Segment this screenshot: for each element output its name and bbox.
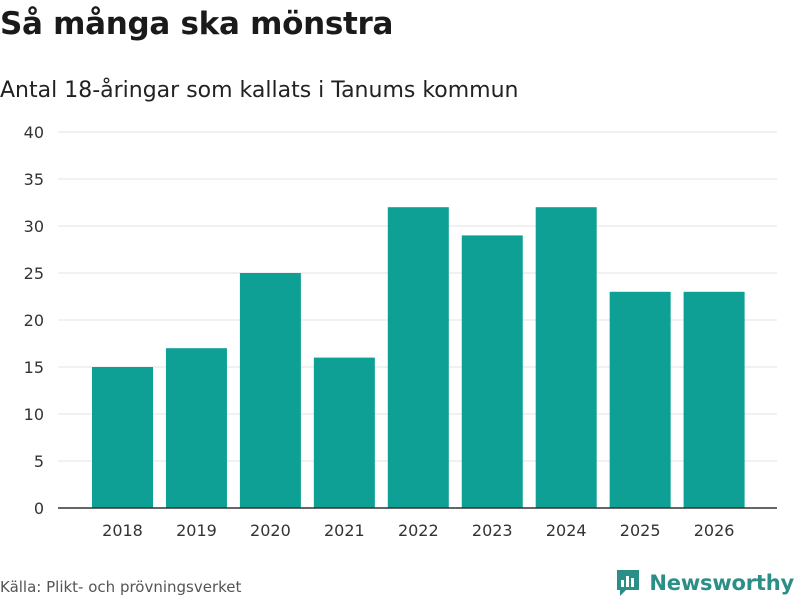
chart-subtitle: Antal 18-åringar som kallats i Tanums ko…	[0, 78, 519, 103]
x-tick-label-2022: 2022	[398, 521, 439, 540]
bar-2023	[461, 235, 523, 508]
bar-2024	[535, 207, 597, 508]
bar-2021	[313, 357, 375, 508]
y-tick-label-35: 35	[24, 170, 44, 189]
y-tick-label-25: 25	[24, 264, 44, 283]
newsworthy-logo: Newsworthy	[615, 568, 794, 598]
bar-2025	[609, 291, 671, 508]
x-tick-label-2019: 2019	[176, 521, 217, 540]
y-tick-label-40: 40	[24, 123, 44, 142]
y-tick-label-30: 30	[24, 217, 44, 236]
y-tick-label-10: 10	[24, 405, 44, 424]
bar-2018	[92, 367, 153, 508]
x-tick-label-2025: 2025	[620, 521, 661, 540]
bar-2026	[683, 291, 745, 508]
bar-2022	[387, 207, 449, 508]
x-tick-label-2018: 2018	[102, 521, 143, 540]
y-tick-label-5: 5	[34, 452, 44, 471]
y-tick-label-20: 20	[24, 311, 44, 330]
x-tick-label-2023: 2023	[472, 521, 513, 540]
x-tick-label-2026: 2026	[694, 521, 735, 540]
newsworthy-logo-icon	[617, 570, 640, 596]
x-tick-label-2021: 2021	[324, 521, 365, 540]
chart-title: Så många ska mönstra	[0, 6, 394, 42]
x-tick-label-2024: 2024	[546, 521, 587, 540]
bar-2019	[165, 348, 227, 508]
y-tick-label-0: 0	[34, 499, 44, 518]
bar-2020	[239, 273, 301, 508]
source-note: Källa: Plikt- och prövningsverket	[0, 578, 242, 596]
y-tick-label-15: 15	[24, 358, 44, 377]
brand-name: Newsworthy	[649, 571, 794, 595]
bars	[92, 207, 745, 508]
x-tick-label-2020: 2020	[250, 521, 291, 540]
